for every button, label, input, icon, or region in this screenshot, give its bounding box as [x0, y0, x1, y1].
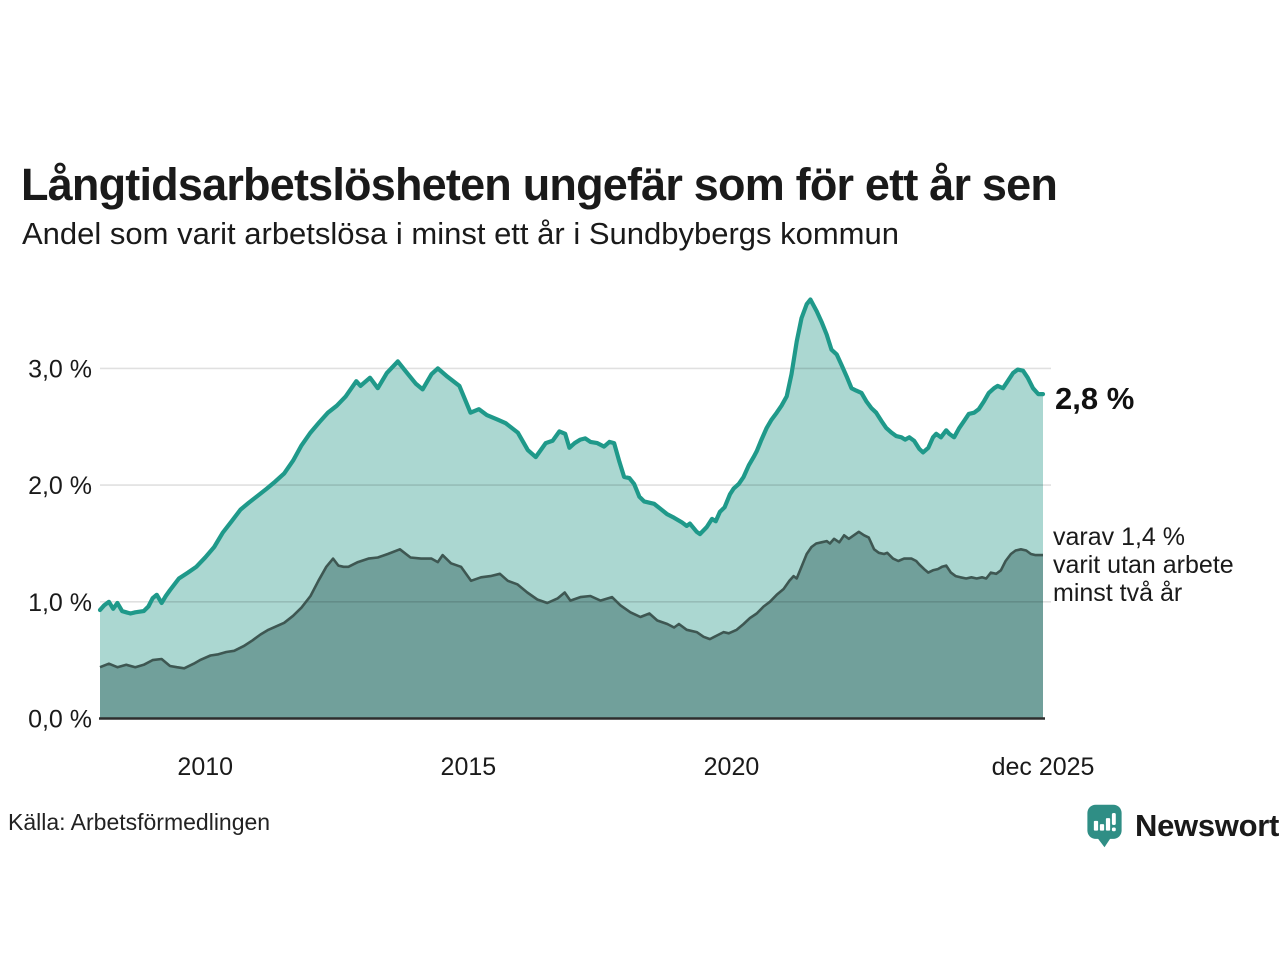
- newsworthy-logo-text: Newsworthy: [1135, 807, 1280, 843]
- x-tick-label-2020: 2020: [704, 753, 760, 781]
- y-tick-label-3: 3,0 %: [28, 355, 92, 383]
- two-year-note: varav 1,4 % varit utan arbete minst två …: [1053, 523, 1234, 607]
- two-year-note-line-2: varit utan arbete: [1053, 551, 1234, 579]
- line-one-year: [97, 297, 1046, 616]
- y-tick-label-2: 2,0 %: [28, 472, 92, 500]
- source-label: Källa: Arbetsförmedlingen: [8, 809, 271, 835]
- x-tick-label-dec-2025: dec 2025: [992, 753, 1095, 781]
- area-two-year: [100, 531, 1043, 719]
- latest-value-label: 2,8 %: [1055, 381, 1135, 416]
- line-two-year: [99, 530, 1043, 670]
- newsworthy-logo-icon: [1087, 804, 1122, 848]
- two-year-note-line-3: minst två år: [1053, 579, 1183, 607]
- page-subtitle: Andel som varit arbetslösa i minst ett å…: [22, 216, 899, 251]
- two-year-note-line-1: varav 1,4 %: [1053, 523, 1186, 551]
- page-title: Långtidsarbetslösheten ungefär som för e…: [21, 159, 1058, 211]
- newsworthy-logo: Newsworthy: [1086, 803, 1280, 848]
- y-tick-label-0: 0,0 %: [28, 706, 92, 734]
- y-tick-label-1: 1,0 %: [28, 589, 92, 617]
- x-tick-label-2010: 2010: [177, 753, 233, 781]
- x-tick-label-2015: 2015: [441, 753, 497, 781]
